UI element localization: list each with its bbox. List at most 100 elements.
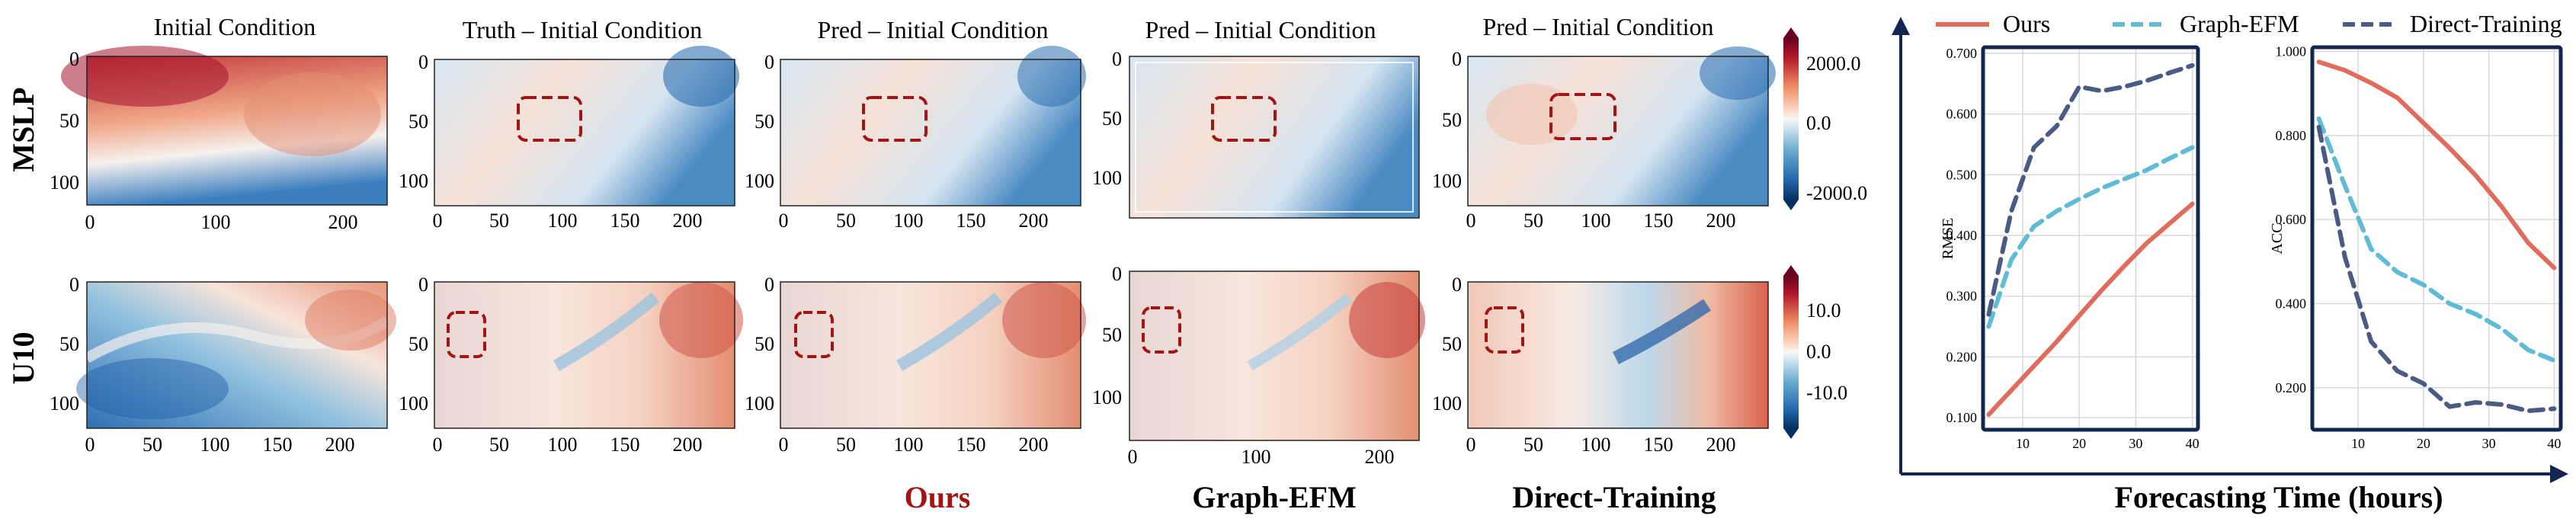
tick-y: 0 [1452,48,1462,70]
tick-x: 0 [779,210,789,232]
tick-y: 100 [1092,386,1122,408]
tick-x: 0 [85,434,95,456]
tick-y: 50 [409,333,428,355]
tick-x: 50 [489,210,509,232]
tick-x: 100 [548,210,578,232]
tick-x: 200 [1365,446,1395,468]
highlight-box [794,311,834,358]
cbar-tick: 10.0 [1806,299,1841,322]
y-tick-label: 0.400 [1946,228,1978,243]
tick-x: 200 [1706,434,1736,456]
method-label-direct-training: Direct-Training [1512,480,1716,514]
tick-x: 0 [433,434,443,456]
y-tick-label: 0.400 [2276,296,2307,312]
panel-mslp-ours: 0 50 100 0 50 100 150 200 [745,46,1086,232]
col-title-5: Pred – Initial Condition [1482,13,1713,40]
line-charts: Ours Graph-EFM Direct-Training Forecasti… [1892,10,2568,514]
tick-x: 150 [610,434,640,456]
tick-y: 0 [1112,48,1122,70]
panel-mslp-graph-efm: 0 50 100 [1092,48,1420,219]
tick-x: 200 [325,434,355,456]
tick-x: 0 [85,211,95,233]
y-tick-label: 1.000 [2276,44,2307,59]
tick-y: 50 [59,333,79,355]
series-line-graph-efm [1986,145,2195,329]
tick-x: 200 [1706,210,1736,232]
y-tick-label: 0.500 [1946,167,1978,182]
cbar-tick: 0.0 [1806,112,1831,134]
tick-x: 0 [1128,446,1138,468]
method-label-ours: Ours [905,480,971,514]
col-title-4: Pred – Initial Condition [1145,16,1376,43]
tick-y: 50 [755,110,774,133]
heatmap-grid: Initial Condition Truth – Initial Condit… [6,13,1867,514]
tick-x: 100 [894,210,924,232]
tick-x: 0 [1466,434,1476,456]
tick-y: 100 [399,392,428,415]
tick-y: 50 [59,110,79,132]
x-tick-label: 40 [2547,436,2561,451]
tick-x: 100 [200,434,230,456]
series-line-direct-training [1986,62,2195,317]
y-axis-label: ACC [2269,222,2286,254]
method-label-graph-efm: Graph-EFM [1192,480,1357,514]
highlight-box [517,96,582,142]
panel-u10-graph-efm: 0 50 100 0 100 200 [1092,263,1425,468]
y-tick-label: 0.100 [1946,410,1978,425]
tick-x: 0 [779,434,789,456]
plot-frame [2310,45,2563,432]
tick-x: 200 [673,434,703,456]
x-tick-label: 40 [2186,436,2200,451]
tick-y: 100 [1432,392,1462,415]
highlight-box [862,96,928,142]
tick-y: 100 [1432,170,1462,192]
row-label-u10: U10 [6,332,40,385]
tick-x: 100 [548,434,578,456]
series-line-ours [1986,201,2195,418]
col-title-3: Pred – Initial Condition [817,16,1048,43]
y-tick-label: 0.300 [1946,289,1978,304]
tick-x: 150 [956,434,986,456]
col-title-2: Truth – Initial Condition [463,16,702,43]
series-line-graph-efm [2316,116,2557,363]
y-tick-label: 0.200 [1946,349,1978,364]
tick-x: 50 [143,434,162,456]
tick-x: 50 [489,434,509,456]
chart-rmse: 0.100 0.200 0.300 0.400 0.500 0.600 0.700 10 20 3… [1940,45,2200,451]
tick-y: 50 [1102,324,1122,346]
tick-y: 100 [745,392,774,415]
series-line-direct-training [2316,124,2557,414]
tick-y: 100 [745,170,774,192]
colorbar-u10: 10.0 0.0 -10.0 [1783,265,1847,439]
chart-acc: 0.200 0.400 0.600 0.800 1.000 10 20 30 40 ACC [2269,44,2563,451]
tick-y: 0 [418,51,428,73]
legend-label-ours: Ours [2003,10,2050,37]
highlight-box [1142,306,1181,354]
legend-label-graph-efm: Graph-EFM [2180,10,2299,37]
tick-x: 200 [1019,210,1049,232]
x-tick-label: 30 [2482,436,2496,451]
tick-y: 0 [418,274,428,296]
time-axis-arrows [1892,17,2568,483]
panel-u10-ours: 0 50 100 0 50 100 150 200 [745,274,1086,456]
x-axis-title: Forecasting Time (hours) [2114,480,2443,514]
tick-x: 100 [1581,434,1611,456]
x-tick-label: 10 [2351,436,2365,451]
legend-label-direct-training: Direct-Training [2410,10,2562,37]
x-tick-label: 20 [2072,436,2086,451]
y-tick-label: 0.200 [2276,380,2307,395]
tick-y: 0 [69,48,79,70]
tick-x: 50 [836,434,856,456]
tick-x: 0 [1466,210,1476,232]
row-label-mslp: MSLP [6,87,40,171]
x-tick-label: 10 [2016,436,2030,451]
tick-x: 200 [1019,434,1049,456]
tick-y: 50 [1442,333,1462,355]
cbar-tick: -2000.0 [1806,182,1867,204]
series-line-ours [2316,59,2557,271]
panel-u10-direct: 0 50 100 0 50 100 150 200 [1432,274,1769,456]
tick-x: 150 [1644,210,1674,232]
tick-x: 150 [956,210,986,232]
y-tick-label: 0.600 [2276,212,2307,227]
